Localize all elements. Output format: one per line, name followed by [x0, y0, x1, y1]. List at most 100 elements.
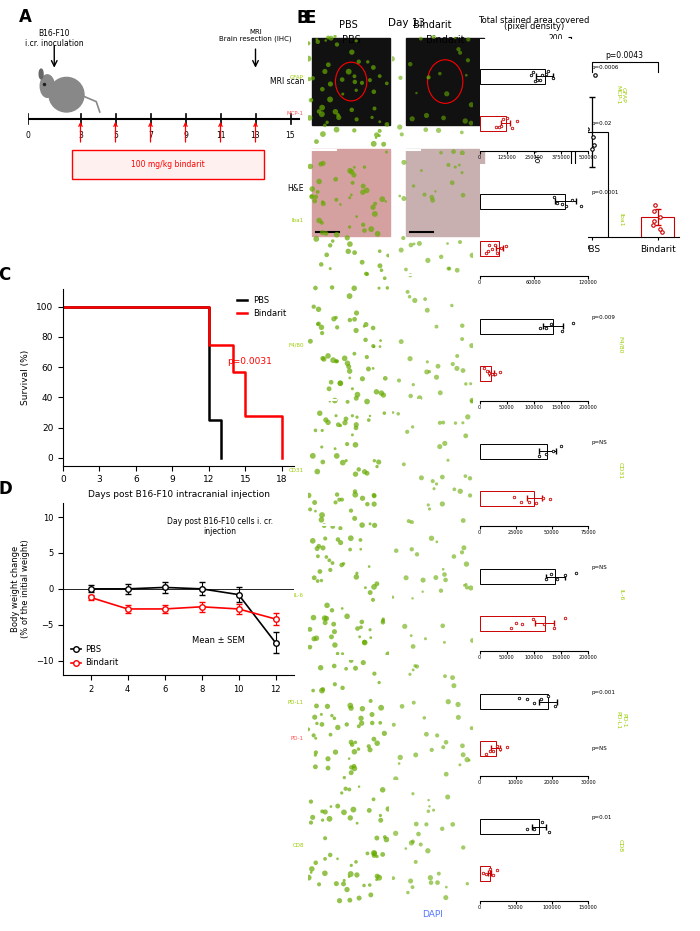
Point [330, 495, 341, 510]
Text: E: E [304, 9, 316, 27]
Point [341, 453, 352, 468]
Point [438, 111, 449, 126]
Point [352, 387, 363, 402]
Point [351, 112, 362, 127]
Point [422, 843, 433, 858]
Point [310, 280, 321, 295]
Point [421, 355, 433, 370]
Point [351, 323, 362, 338]
Point [318, 352, 330, 367]
Point [466, 394, 477, 409]
Point [368, 845, 379, 860]
Point [329, 638, 340, 653]
Y-axis label: Body weight change
(% of the initial weight): Body weight change (% of the initial wei… [10, 539, 30, 639]
Point [356, 518, 368, 533]
Point [351, 83, 362, 98]
Point [329, 625, 340, 640]
Point [365, 742, 376, 757]
Point [320, 34, 331, 48]
Point [382, 76, 393, 91]
Point [326, 31, 337, 46]
Point [419, 187, 430, 202]
Point [407, 880, 418, 895]
Bar [480, 69, 545, 84]
Point [364, 73, 375, 88]
Point [337, 681, 348, 695]
Point [431, 534, 442, 549]
Text: p=0.009: p=0.009 [592, 315, 615, 319]
Point [318, 196, 329, 211]
Point [345, 867, 356, 882]
Point [304, 72, 315, 87]
Point [456, 125, 468, 140]
Point [410, 293, 421, 308]
Point [344, 542, 356, 557]
Point [358, 319, 370, 334]
Bar [480, 615, 545, 630]
Point [310, 731, 321, 746]
Point [317, 454, 328, 469]
Point [307, 449, 318, 464]
Text: 3: 3 [78, 131, 83, 140]
Point [457, 738, 468, 753]
Point [419, 291, 430, 306]
Point [427, 474, 438, 489]
Point [407, 591, 418, 606]
Point [323, 382, 335, 397]
Point [405, 237, 416, 252]
Point [316, 573, 327, 588]
Point [407, 663, 419, 678]
Point [334, 492, 345, 507]
Point [354, 891, 365, 906]
Point [406, 542, 417, 557]
Point [416, 470, 427, 485]
Text: 5: 5 [113, 131, 118, 140]
Point [310, 856, 321, 870]
Point [318, 519, 330, 533]
Point [330, 354, 342, 369]
Point [335, 376, 346, 391]
Point [437, 469, 448, 484]
Point [350, 438, 361, 452]
Point [344, 236, 356, 251]
Point [325, 562, 336, 577]
Point [437, 821, 448, 836]
Point [347, 175, 358, 190]
Text: PBS: PBS [339, 20, 358, 30]
Text: GFAP
MCP-1: GFAP MCP-1 [615, 86, 626, 105]
Point [344, 364, 356, 379]
Bar [480, 444, 547, 459]
Point [360, 332, 371, 347]
Point [426, 742, 438, 757]
Point [309, 709, 321, 724]
Text: PBS: PBS [342, 34, 360, 45]
Point [404, 290, 415, 304]
Point [362, 846, 373, 861]
Point [316, 439, 328, 454]
Point [467, 633, 478, 648]
Point [370, 130, 382, 145]
Text: p=0.02: p=0.02 [592, 121, 612, 126]
Bar [480, 741, 496, 756]
Point [337, 87, 349, 101]
Point [321, 549, 332, 564]
Point [372, 735, 383, 750]
Text: Iba1: Iba1 [618, 213, 623, 227]
Point [449, 482, 460, 497]
Point [349, 744, 360, 759]
Point [357, 491, 368, 506]
Point [363, 361, 374, 376]
Point [369, 848, 380, 863]
Bar [480, 366, 491, 381]
Point [430, 570, 442, 585]
Point [357, 184, 368, 199]
Point [402, 425, 413, 439]
Point [363, 560, 374, 574]
Point [431, 319, 442, 334]
Point [374, 69, 385, 84]
Point [374, 339, 386, 354]
Point [370, 196, 381, 211]
Point [344, 190, 356, 205]
Point [351, 34, 362, 48]
Point [344, 751, 355, 766]
